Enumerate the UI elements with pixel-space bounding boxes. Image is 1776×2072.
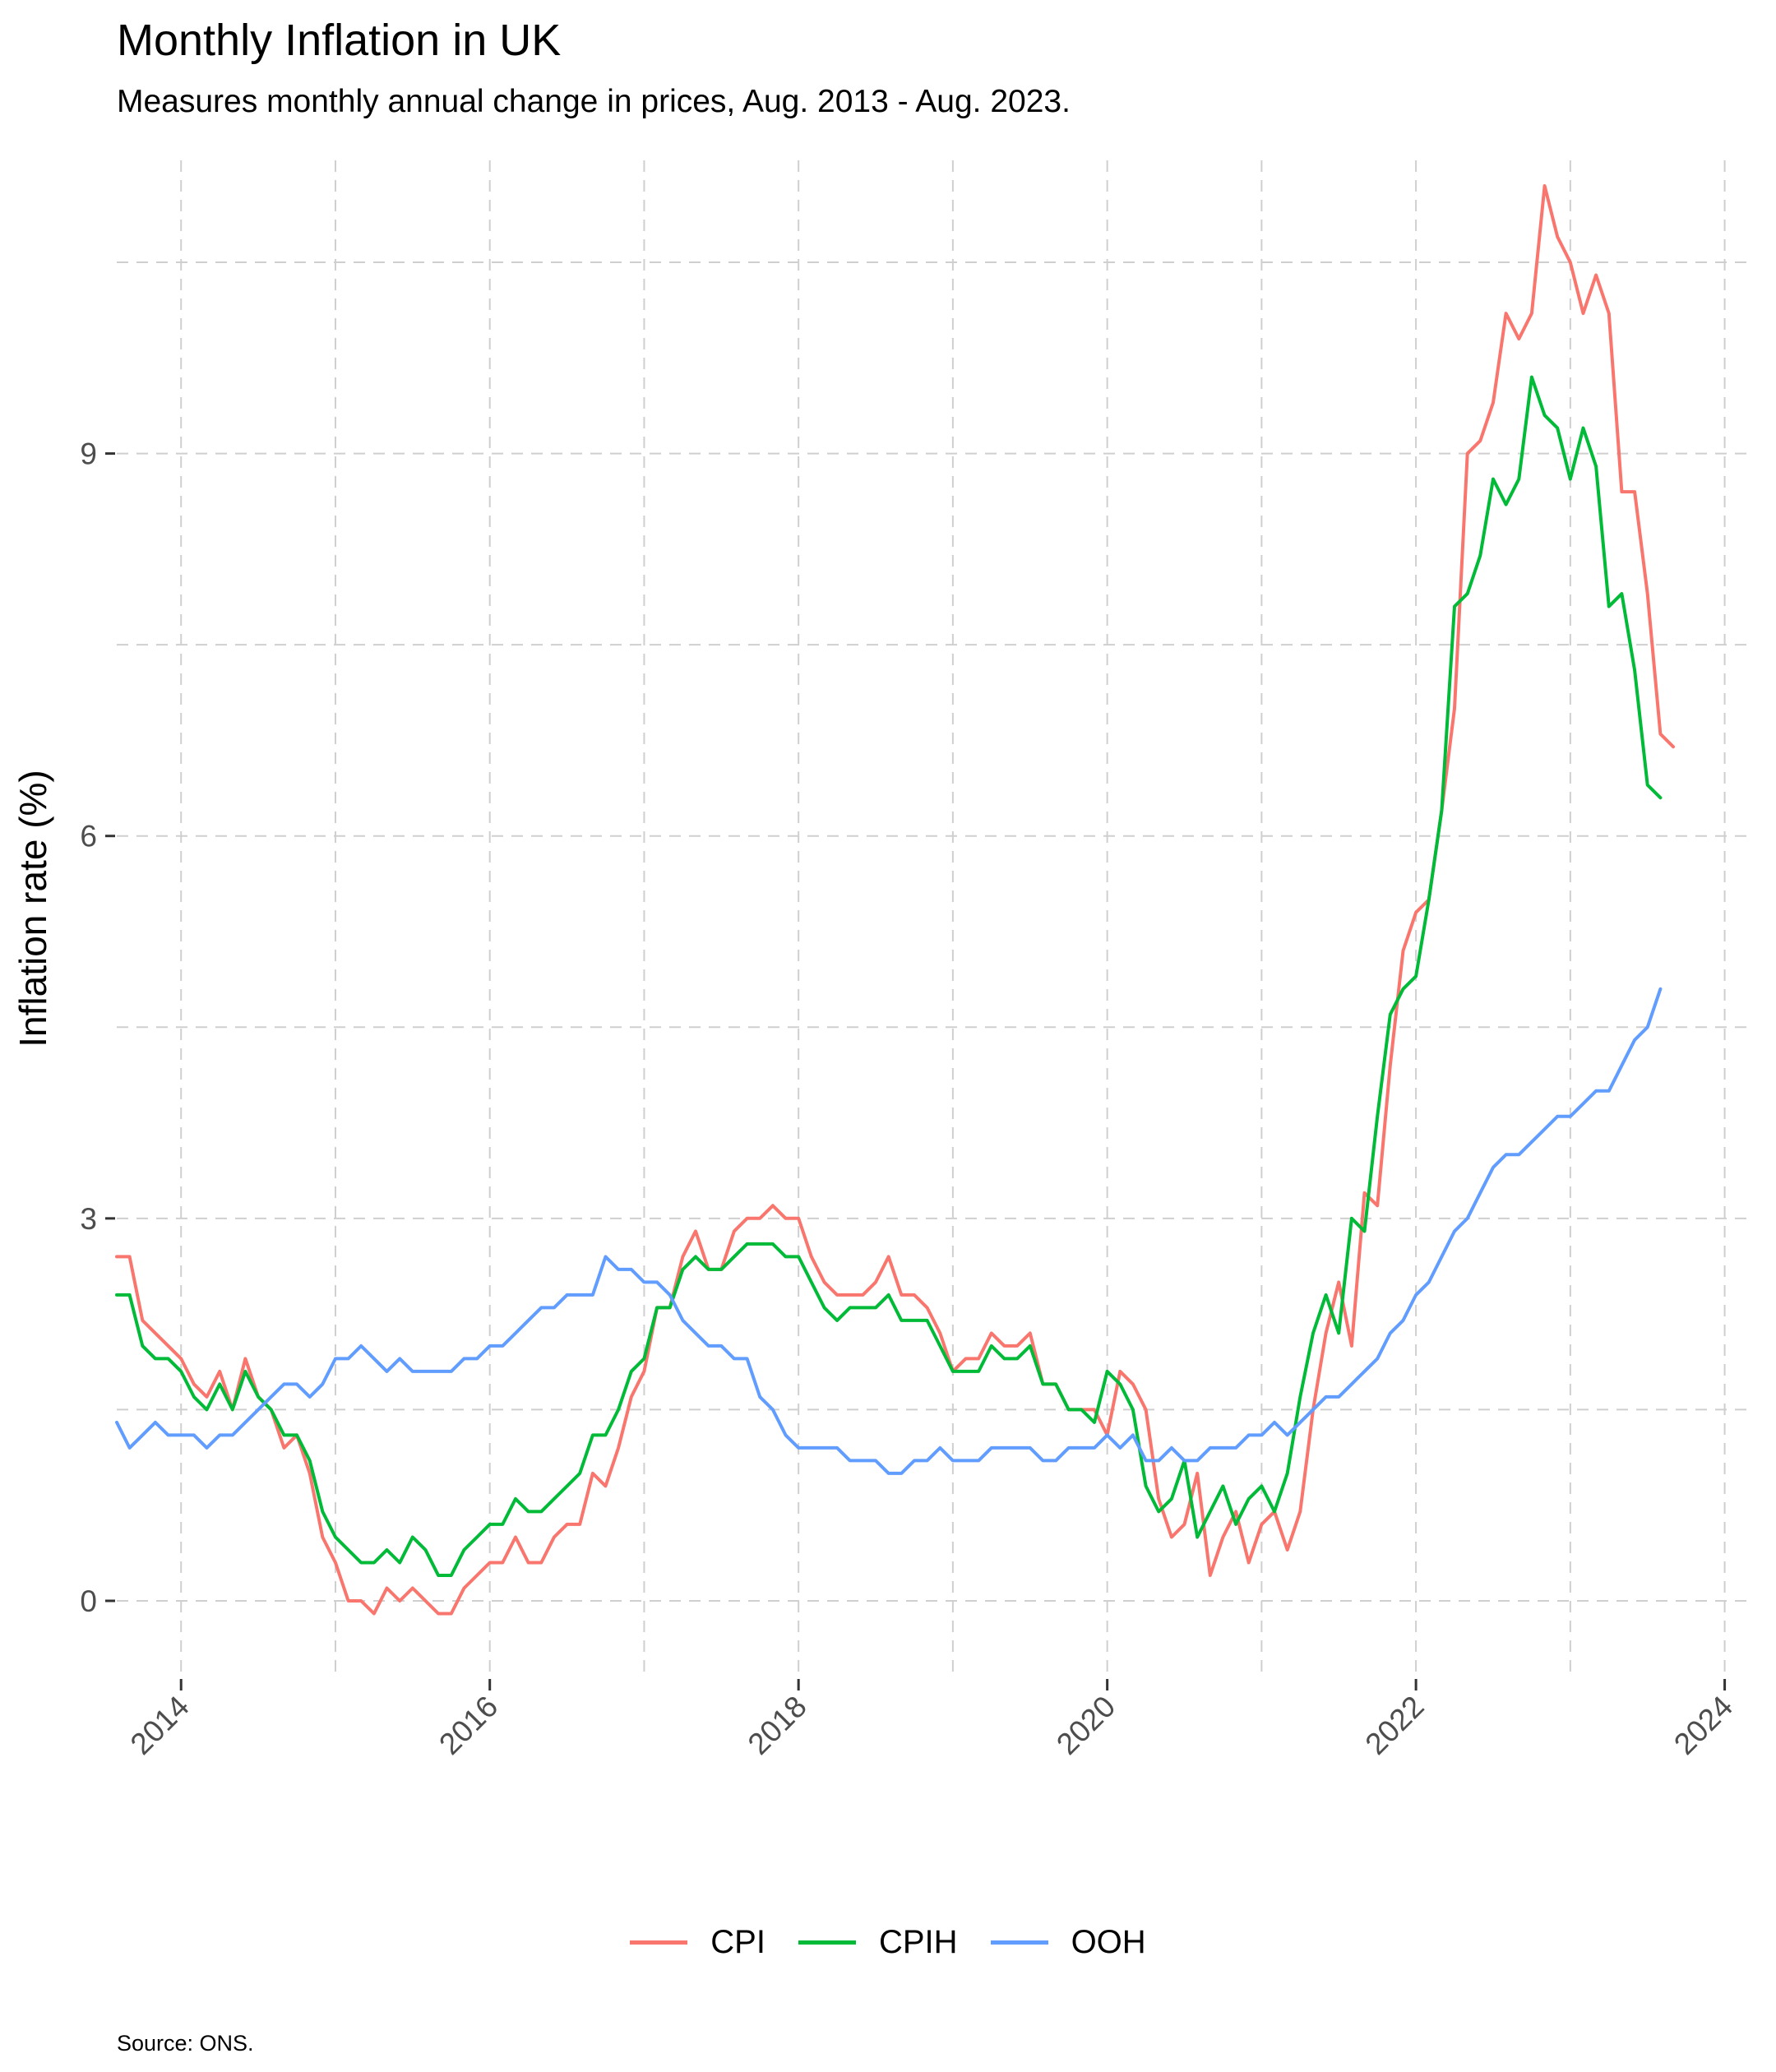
y-tick-label: 9: [80, 437, 97, 471]
y-tick-label: 0: [80, 1584, 97, 1618]
grid-lines: [117, 160, 1753, 1677]
legend-item-cpih: CPIH: [798, 1924, 958, 1961]
legend: CPI CPIH OOH: [0, 1924, 1776, 1961]
series-line-cpi: [115, 184, 1675, 1616]
legend-key-cpi: [630, 1940, 688, 1945]
source-caption: Source: ONS.: [117, 2031, 254, 2056]
chart-title: Monthly Inflation in UK: [117, 16, 562, 65]
legend-key-ooh: [990, 1940, 1048, 1945]
series-line-cpih: [115, 375, 1663, 1577]
legend-key-cpih: [798, 1940, 856, 1945]
y-tick-label: 3: [80, 1202, 97, 1236]
x-tick-label: 2020: [1050, 1690, 1122, 1761]
x-tick-label: 2022: [1359, 1690, 1431, 1761]
legend-item-ooh: OOH: [990, 1924, 1146, 1961]
axes: 0 3 6 9 2014 2016 2018 2020 2022 2024: [80, 437, 1739, 1761]
legend-label: CPIH: [878, 1924, 958, 1960]
series-lines: [115, 184, 1675, 1616]
x-tick-label: 2014: [124, 1690, 196, 1761]
legend-label: OOH: [1071, 1924, 1146, 1960]
series-line-ooh: [115, 987, 1663, 1475]
y-axis-title: Inflation rate (%): [12, 770, 54, 1047]
x-tick-label: 2016: [432, 1690, 504, 1761]
legend-item-cpi: CPI: [630, 1924, 765, 1961]
y-tick-label: 6: [80, 820, 97, 853]
x-tick-label: 2018: [742, 1690, 813, 1761]
x-tick-label: 2024: [1667, 1690, 1739, 1761]
legend-label: CPI: [710, 1924, 765, 1960]
chart-subtitle: Measures monthly annual change in prices…: [117, 84, 1071, 119]
